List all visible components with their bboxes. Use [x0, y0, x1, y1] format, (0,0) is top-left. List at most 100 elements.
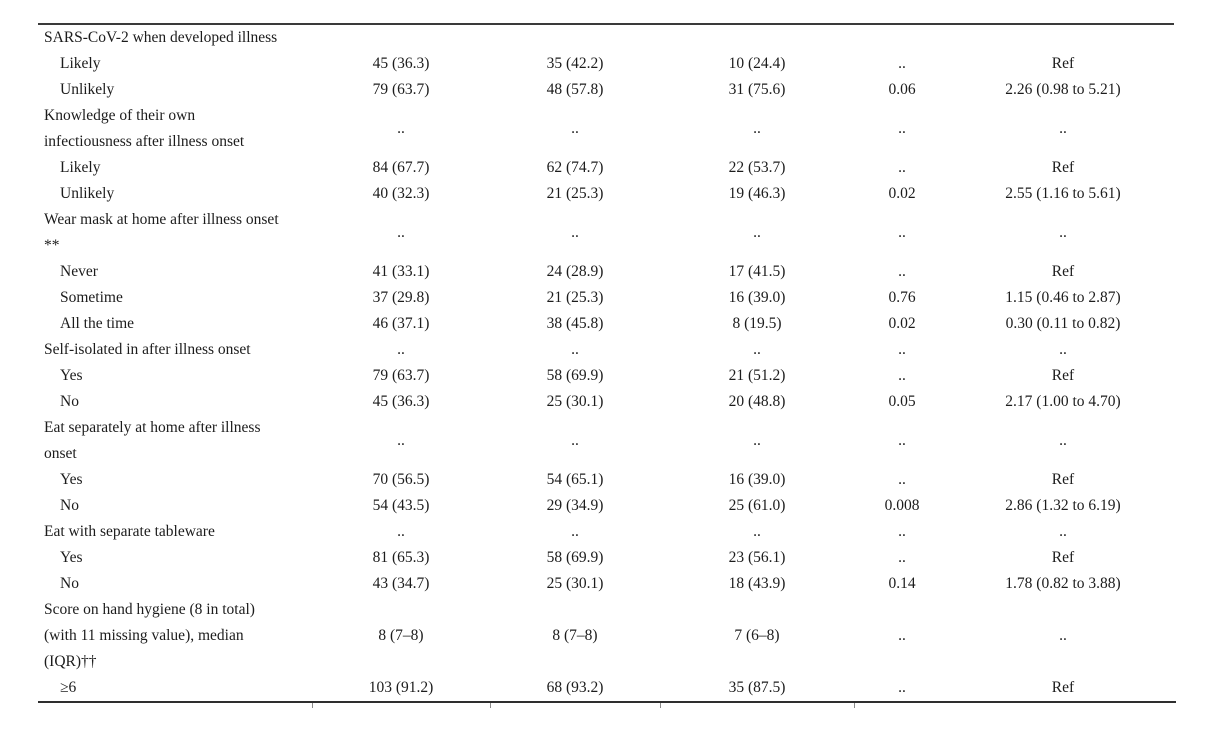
table-cell: .. — [397, 120, 405, 137]
table-cell: .. — [1059, 120, 1067, 137]
table-cell: 18 (43.9) — [728, 575, 786, 592]
table-row: Never 41 (33.1) 24 (28.9) 17 (41.5).. Ref — [38, 259, 1176, 285]
row-label: Likely — [60, 55, 101, 72]
table-cell: 79 (63.7) — [372, 367, 430, 384]
table-cell: .. — [898, 341, 906, 358]
table-body: SARS-CoV-2 when developed illness Likely 4… — [38, 25, 1176, 701]
table-cell: .. — [1059, 523, 1067, 540]
table-cell: .. — [898, 224, 906, 241]
row-label: Knowledge of their own infectiousness af… — [44, 107, 245, 150]
table-cell: 0.30 (0.11 to 0.82) — [1005, 315, 1121, 332]
row-label: Likely — [60, 159, 101, 176]
table-row: Sometime 37 (29.8) 21 (25.3) 16 (39.0) 0.76 1… — [38, 285, 1176, 311]
table-row: ≥6 103 (91.2) 68 (93.2) 35 (87.5).. Ref — [38, 675, 1176, 701]
table-cell: 23 (56.1) — [728, 549, 786, 566]
row-label: Sometime — [60, 289, 123, 306]
row-label: No — [60, 497, 79, 514]
table-cell: .. — [571, 523, 579, 540]
table-row: Yes 79 (63.7) 58 (69.9) 21 (51.2).. Ref — [38, 363, 1176, 389]
table-cell: Ref — [1051, 471, 1075, 488]
table-cell: Ref — [1051, 367, 1075, 384]
table-row: Eat with separate tableware.......... — [38, 519, 1176, 545]
table-cell: .. — [753, 432, 761, 449]
column-boundary-tick — [312, 703, 313, 708]
row-label: ≥6 — [60, 679, 77, 696]
table-cell: 16 (39.0) — [728, 471, 786, 488]
table-cell: .. — [397, 341, 405, 358]
table-cell: 0.06 — [888, 81, 916, 98]
table-cell: 35 (42.2) — [546, 55, 604, 72]
statistics-table: SARS-CoV-2 when developed illness Likely 4… — [38, 23, 1176, 708]
table-cell: 19 (46.3) — [728, 185, 786, 202]
row-label: Yes — [60, 471, 83, 488]
table-cell: 43 (34.7) — [372, 575, 430, 592]
table-cell: 48 (57.8) — [546, 81, 604, 98]
table-cell: .. — [753, 120, 761, 137]
table-cell: 7 (6–8) — [734, 627, 780, 644]
row-label: No — [60, 575, 79, 592]
table-cell: 8 (7–8) — [552, 627, 598, 644]
table-cell: 38 (45.8) — [546, 315, 604, 332]
table-cell: 0.05 — [888, 393, 916, 410]
table-row: No 43 (34.7) 25 (30.1) 18 (43.9) 0.14 1.78 (0… — [38, 571, 1176, 597]
row-label: All the time — [60, 315, 135, 332]
table-cell: 22 (53.7) — [728, 159, 786, 176]
row-label: Unlikely — [60, 185, 115, 202]
table-cell: 45 (36.3) — [372, 55, 430, 72]
table-cell: 2.86 (1.32 to 6.19) — [1005, 497, 1121, 514]
table-row: Yes 81 (65.3) 58 (69.9) 23 (56.1).. Ref — [38, 545, 1176, 571]
table-cell: Ref — [1051, 549, 1075, 566]
table-cell: 0.008 — [884, 497, 920, 514]
table-cell: 16 (39.0) — [728, 289, 786, 306]
row-label: Never — [60, 263, 98, 280]
table-cell: 35 (87.5) — [728, 679, 786, 696]
table-cell: 45 (36.3) — [372, 393, 430, 410]
row-label: Self-isolated in after illness onset — [44, 341, 251, 358]
row-label: Eat with separate tableware — [44, 523, 215, 540]
table-cell: 0.14 — [888, 575, 916, 592]
table-cell: .. — [898, 263, 906, 280]
table-cell: 54 (65.1) — [546, 471, 604, 488]
table-cell: 25 (30.1) — [546, 575, 604, 592]
table-bottom-rule — [38, 701, 1176, 708]
table-cell: 40 (32.3) — [372, 185, 430, 202]
table-cell: Ref — [1051, 159, 1075, 176]
table-row: Self-isolated in after illness onset....… — [38, 337, 1176, 363]
table-cell: 21 (25.3) — [546, 185, 604, 202]
table-cell: .. — [753, 523, 761, 540]
table-cell: .. — [1059, 432, 1067, 449]
row-label: SARS-CoV-2 when developed illness — [44, 29, 278, 46]
table-cell: .. — [397, 432, 405, 449]
table-row: Wear mask at home after illness onset **… — [38, 207, 1176, 259]
table-cell: 46 (37.1) — [372, 315, 430, 332]
table-cell: .. — [1059, 224, 1067, 241]
table-cell: .. — [1059, 341, 1067, 358]
table-cell: 8 (19.5) — [732, 315, 782, 332]
row-label: Yes — [60, 367, 83, 384]
table-cell: 25 (61.0) — [728, 497, 786, 514]
table-cell: 0.76 — [888, 289, 916, 306]
table-cell: .. — [898, 367, 906, 384]
table-cell: .. — [898, 471, 906, 488]
table-cell: .. — [571, 224, 579, 241]
table-cell: Ref — [1051, 263, 1075, 280]
table-row: Eat separately at home after illness ons… — [38, 415, 1176, 467]
table-cell: 68 (93.2) — [546, 679, 604, 696]
table-cell: 0.02 — [888, 185, 916, 202]
row-label: No — [60, 393, 79, 410]
table-row: Knowledge of their own infectiousness af… — [38, 103, 1176, 155]
table-cell: 37 (29.8) — [372, 289, 430, 306]
row-label: Score on hand hygiene (8 in total) (with… — [44, 601, 255, 670]
table-cell: 20 (48.8) — [728, 393, 786, 410]
table-cell: .. — [571, 432, 579, 449]
table-cell: .. — [898, 432, 906, 449]
table-cell: .. — [571, 120, 579, 137]
table-cell: 21 (51.2) — [728, 367, 786, 384]
table-cell: 103 (91.2) — [368, 679, 434, 696]
table-cell: .. — [397, 224, 405, 241]
table-row: Unlikely 40 (32.3) 21 (25.3) 19 (46.3) 0.02 2… — [38, 181, 1176, 207]
table-row: Likely 84 (67.7) 62 (74.7) 22 (53.7).. Ref — [38, 155, 1176, 181]
column-boundary-tick — [854, 703, 855, 708]
table-cell: 84 (67.7) — [372, 159, 430, 176]
